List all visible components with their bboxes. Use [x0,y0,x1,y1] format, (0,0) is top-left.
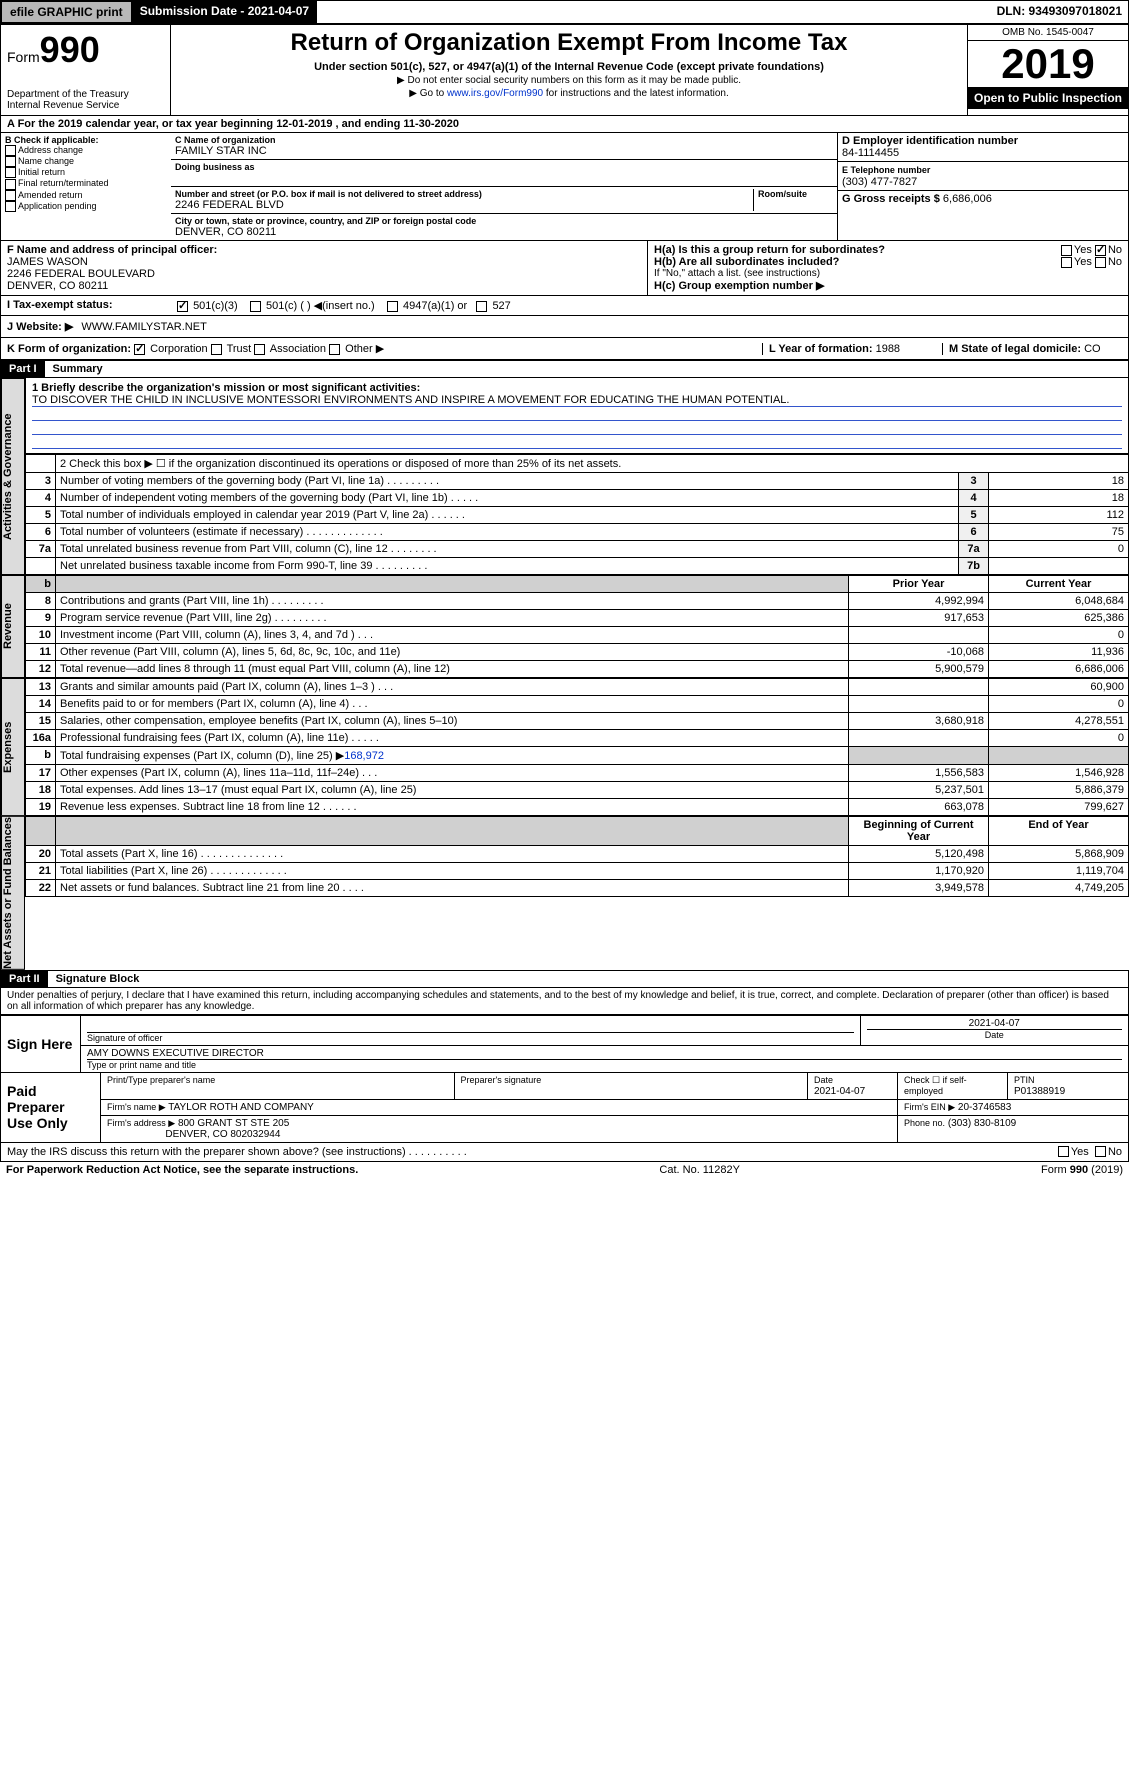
website-row: J Website: ▶ WWW.FAMILYSTAR.NET [0,316,1129,338]
mission-block: 1 Briefly describe the organization's mi… [25,378,1129,454]
sign-here-label: Sign Here [1,1016,81,1072]
officer-addr2: DENVER, CO 80211 [7,280,108,292]
part2-header: Part II Signature Block [0,970,1129,988]
ein-value: 84-1114455 [842,147,899,159]
form-number: Form990 [7,29,164,71]
hb-label: H(b) Are all subordinates included? [654,256,839,268]
tax-exempt-row: I Tax-exempt status: 501(c)(3) 501(c) ( … [0,296,1129,316]
efile-button[interactable]: efile GRAPHIC print [1,1,132,23]
gross-label: G Gross receipts $ [842,193,940,205]
city-label: City or town, state or province, country… [175,216,833,226]
gross-value: 6,686,006 [943,193,992,205]
col-b-checks: B Check if applicable: Address change Na… [1,133,171,240]
hc-label: H(c) Group exemption number ▶ [654,280,824,292]
side-revenue: Revenue [1,575,25,678]
irs-link[interactable]: www.irs.gov/Form990 [447,88,543,99]
phone-value: (303) 477-7827 [842,176,917,188]
org-name: FAMILY STAR INC [175,145,833,157]
org-address: 2246 FEDERAL BLVD [175,199,753,211]
officer-name: JAMES WASON [7,256,88,268]
sign-block: Sign Here Signature of officer 2021-04-0… [0,1015,1129,1073]
org-city: DENVER, CO 80211 [175,226,833,238]
side-netassets: Net Assets or Fund Balances [1,816,25,970]
c-name-label: C Name of organization [175,135,833,145]
dln: DLN: 93493097018021 [991,1,1128,23]
tax-year: 2019 [968,41,1128,87]
paid-preparer-label: Paid Preparer Use Only [1,1073,101,1142]
k-l-m-row: K Form of organization: Corporation Trus… [0,338,1129,360]
goto-note: ▶ Go to www.irs.gov/Form990 for instruct… [175,88,963,99]
tax-period: A For the 2019 calendar year, or tax yea… [0,116,1129,133]
discuss-row: May the IRS discuss this return with the… [0,1143,1129,1162]
expenses-table: 13Grants and similar amounts paid (Part … [25,678,1129,816]
dba-label: Doing business as [175,162,833,172]
perjury-text: Under penalties of perjury, I declare th… [0,988,1129,1015]
mission-text: TO DISCOVER THE CHILD IN INCLUSIVE MONTE… [32,394,1122,407]
org-info-block: B Check if applicable: Address change Na… [0,133,1129,241]
addr-label: Number and street (or P.O. box if mail i… [175,189,753,199]
form-header: Form990 Department of the Treasury Inter… [0,24,1129,116]
room-label: Room/suite [758,189,833,199]
officer-addr1: 2246 FEDERAL BOULEVARD [7,268,155,280]
revenue-table: bPrior YearCurrent Year 8Contributions a… [25,575,1129,678]
side-expenses: Expenses [1,678,25,816]
netassets-table: Beginning of Current YearEnd of Year 20T… [25,816,1129,897]
preparer-block: Paid Preparer Use Only Print/Type prepar… [0,1073,1129,1143]
form-subtitle: Under section 501(c), 527, or 4947(a)(1)… [175,61,963,73]
f-label: F Name and address of principal officer: [7,244,217,256]
form-title: Return of Organization Exempt From Incom… [175,29,963,57]
page-footer: For Paperwork Reduction Act Notice, see … [0,1162,1129,1178]
side-governance: Activities & Governance [1,378,25,575]
submission-date: Submission Date - 2021-04-07 [132,1,317,23]
signer-name: AMY DOWNS EXECUTIVE DIRECTOR [87,1048,1122,1059]
ein-label: D Employer identification number [842,135,1018,147]
ssn-note: ▶ Do not enter social security numbers o… [175,75,963,86]
dept-treasury: Department of the Treasury Internal Reve… [7,89,164,111]
gov-table: 2 Check this box ▶ ☐ if the organization… [25,454,1129,575]
fundraising-link[interactable]: 168,972 [344,750,384,762]
top-bar: efile GRAPHIC print Submission Date - 20… [0,0,1129,24]
phone-label: E Telephone number [842,165,930,175]
website-value: WWW.FAMILYSTAR.NET [81,321,206,333]
open-inspection: Open to Public Inspection [968,87,1128,109]
part1-header: Part I Summary [0,360,1129,378]
hb-note: If "No," attach a list. (see instruction… [654,268,1122,279]
omb-no: OMB No. 1545-0047 [968,25,1128,41]
ha-label: H(a) Is this a group return for subordin… [654,244,885,256]
f-h-block: F Name and address of principal officer:… [0,241,1129,296]
